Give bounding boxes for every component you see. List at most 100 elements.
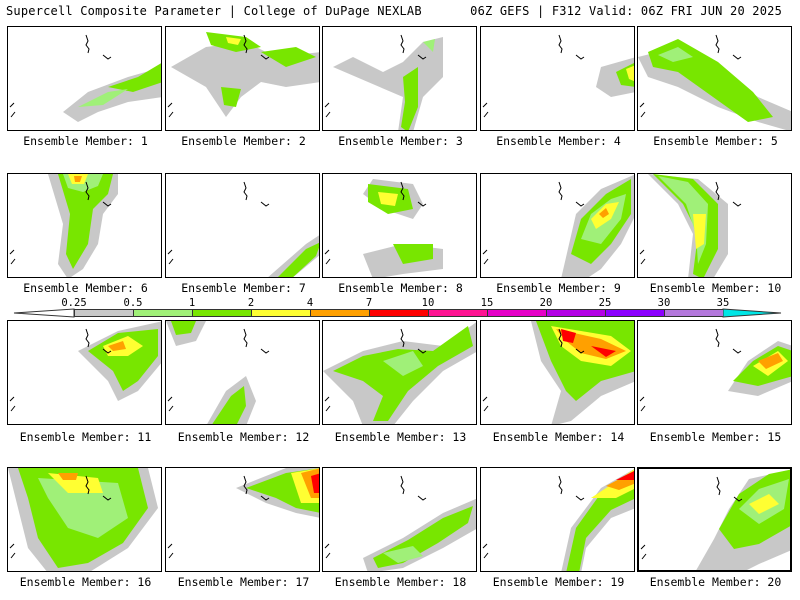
scp-field-map (324, 475, 476, 571)
scp-field-map (324, 34, 443, 130)
colorbar-tick-label: 4 (306, 297, 314, 309)
scp-contour-area (278, 242, 319, 277)
scp-field-map (638, 34, 791, 130)
scp-field-map (9, 34, 161, 122)
ensemble-member-map-14 (480, 320, 635, 425)
colorbar-tick-label: 0.25 (61, 297, 87, 309)
page-title: Supercell Composite Parameter | College … (6, 4, 422, 18)
scp-contour-area (596, 57, 634, 97)
colorbar-high-arrow (722, 308, 782, 318)
coastline (639, 181, 742, 265)
ensemble-member-caption: Ensemble Member: 16 (19, 575, 152, 589)
scp-contour-area (74, 176, 82, 182)
scp-contour-area (311, 473, 319, 493)
scp-contour-area (58, 473, 78, 480)
ensemble-member-map-5 (637, 26, 792, 131)
ensemble-member-map-10 (637, 173, 792, 278)
scp-field-map (9, 174, 118, 277)
colorbar-tick-label: 10 (421, 297, 435, 309)
ensemble-member-caption: Ensemble Member: 18 (334, 575, 467, 589)
coastline (167, 181, 270, 265)
colorbar-tick-label: 15 (480, 297, 494, 309)
ensemble-member-caption: Ensemble Member: 6 (23, 281, 148, 295)
scp-contour-area (561, 329, 576, 343)
ensemble-member-map-7 (165, 173, 320, 278)
ensemble-member-caption: Ensemble Member: 13 (334, 430, 467, 444)
scp-contour-area (78, 89, 128, 107)
coastline (9, 475, 112, 559)
scp-contour-area (378, 192, 398, 206)
colorbar-tick-label: 20 (539, 297, 553, 309)
scp-contour-area (758, 353, 783, 369)
coastline (640, 476, 743, 560)
coastline (639, 34, 742, 118)
scp-field-map (166, 321, 270, 424)
ensemble-member-caption: Ensemble Member: 15 (649, 430, 782, 444)
coastline (324, 181, 427, 265)
ensemble-member-map-6 (7, 173, 162, 278)
coastline (482, 34, 585, 118)
scp-contour-area (393, 244, 433, 264)
scp-field-map (323, 322, 476, 424)
coastline (9, 34, 112, 118)
coastline (639, 328, 742, 412)
ensemble-member-caption: Ensemble Member: 17 (177, 575, 310, 589)
scp-field-map (9, 321, 161, 412)
scp-contour-area (401, 67, 418, 130)
ensemble-member-map-18 (322, 467, 477, 572)
ensemble-member-map-11 (7, 320, 162, 425)
scp-contour-area (599, 208, 609, 218)
ensemble-member-caption: Ensemble Member: 2 (181, 134, 306, 148)
ensemble-member-caption: Ensemble Member: 10 (649, 281, 782, 295)
scp-contour-area (749, 494, 779, 514)
scp-contour-area (658, 47, 693, 62)
scp-field-map (482, 469, 634, 571)
colorbar-tick-label: 0.5 (123, 297, 143, 309)
scp-contour-area (693, 214, 706, 249)
scp-field-map (639, 174, 742, 277)
colorbar-tick-label: 7 (365, 297, 373, 309)
scp-field-map (639, 328, 791, 412)
ensemble-member-caption: Ensemble Member: 8 (338, 281, 463, 295)
ensemble-member-map-13 (322, 320, 477, 425)
ensemble-member-caption: Ensemble Member: 12 (177, 430, 310, 444)
colorbar-swatch (546, 309, 605, 317)
ensemble-member-map-16 (7, 467, 162, 572)
scp-contour-area (616, 471, 634, 480)
ensemble-member-caption: Ensemble Member: 1 (23, 134, 148, 148)
coastline (324, 34, 427, 118)
ensemble-member-map-9 (480, 173, 635, 278)
coastline (167, 328, 270, 412)
colorbar-swatch (428, 309, 487, 317)
scp-contour-area (333, 37, 443, 130)
colorbar-arrows (13, 308, 782, 318)
ensemble-member-caption: Ensemble Member: 19 (492, 575, 625, 589)
ensemble-member-map-1 (7, 26, 162, 131)
scp-contour-area (591, 346, 616, 357)
ensemble-member-map-12 (165, 320, 320, 425)
scp-field-map (640, 469, 790, 570)
scp-field-map (8, 468, 158, 571)
coastline (167, 475, 270, 559)
scp-contour-area (261, 47, 316, 67)
colorbar-swatch (369, 309, 428, 317)
scp-contour-area (171, 321, 196, 335)
ensemble-member-map-8 (322, 173, 477, 278)
scp-contour-area (38, 478, 128, 538)
coastline (482, 328, 585, 412)
ensemble-member-map-19 (480, 467, 635, 572)
coastline (9, 181, 112, 265)
scp-contour-area (226, 37, 241, 45)
scp-field-map (482, 174, 634, 277)
colorbar-swatch (251, 309, 310, 317)
ensemble-member-caption: Ensemble Member: 3 (338, 134, 463, 148)
ensemble-member-caption: Ensemble Member: 14 (492, 430, 625, 444)
colorbar-tick-label: 35 (716, 297, 730, 309)
colorbar-swatch (664, 309, 723, 317)
colorbar-tick-label: 1 (188, 297, 196, 309)
ensemble-member-caption: Ensemble Member: 9 (496, 281, 621, 295)
ensemble-member-map-3 (322, 26, 477, 131)
ensemble-member-caption: Ensemble Member: 7 (181, 281, 306, 295)
colorbar-tick-label: 30 (657, 297, 671, 309)
colorbar-swatch (487, 309, 546, 317)
